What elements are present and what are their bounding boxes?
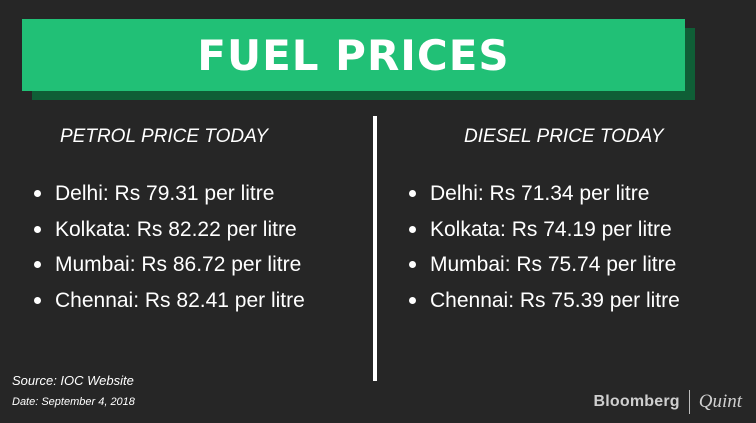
- bullet-icon: [34, 296, 41, 304]
- date-note: Date: September 4, 2018: [12, 396, 135, 408]
- list-item: Mumbai: Rs 86.72 per litre: [34, 247, 305, 283]
- petrol-price-mumbai: Mumbai: Rs 86.72 per litre: [55, 253, 302, 276]
- petrol-price-delhi: Delhi: Rs 79.31 per litre: [55, 182, 275, 205]
- bullet-icon: [34, 190, 41, 198]
- bullet-icon: [409, 190, 416, 198]
- petrol-heading: PETROL PRICE TODAY: [60, 126, 268, 147]
- list-item: Chennai: Rs 75.39 per litre: [409, 283, 680, 319]
- bullet-icon: [409, 296, 416, 304]
- diesel-price-list: Delhi: Rs 71.34 per litre Kolkata: Rs 74…: [409, 176, 680, 318]
- bullet-icon: [409, 225, 416, 233]
- page-title: FUEL PRICES: [197, 30, 510, 80]
- list-item: Chennai: Rs 82.41 per litre: [34, 283, 305, 319]
- logo-separator: [688, 390, 690, 414]
- diesel-price-kolkata: Kolkata: Rs 74.19 per litre: [430, 217, 672, 241]
- bullet-icon: [409, 261, 416, 269]
- list-item: Kolkata: Rs 82.22 per litre: [34, 212, 305, 248]
- list-item: Kolkata: Rs 74.19 per litre: [409, 212, 680, 248]
- bullet-icon: [34, 225, 41, 233]
- list-item: Mumbai: Rs 75.74 per litre: [409, 247, 680, 283]
- petrol-price-chennai: Chennai: Rs 82.41 per litre: [55, 288, 305, 312]
- diesel-price-delhi: Delhi: Rs 71.34 per litre: [430, 182, 650, 205]
- source-note: Source: IOC Website: [12, 373, 134, 388]
- column-divider: [373, 116, 377, 381]
- petrol-price-kolkata: Kolkata: Rs 82.22 per litre: [55, 217, 297, 241]
- logo-bloomberg: Bloomberg: [593, 393, 680, 410]
- diesel-price-mumbai: Mumbai: Rs 75.74 per litre: [430, 253, 677, 276]
- title-banner: FUEL PRICES: [22, 19, 685, 91]
- brand-logo: Bloomberg Quint: [593, 390, 742, 414]
- petrol-price-list: Delhi: Rs 79.31 per litre Kolkata: Rs 82…: [34, 176, 305, 318]
- diesel-price-chennai: Chennai: Rs 75.39 per litre: [430, 288, 680, 312]
- logo-quint: Quint: [698, 391, 742, 412]
- list-item: Delhi: Rs 79.31 per litre: [34, 176, 305, 212]
- list-item: Delhi: Rs 71.34 per litre: [409, 176, 680, 212]
- bullet-icon: [34, 261, 41, 269]
- diesel-heading: DIESEL PRICE TODAY: [464, 126, 664, 147]
